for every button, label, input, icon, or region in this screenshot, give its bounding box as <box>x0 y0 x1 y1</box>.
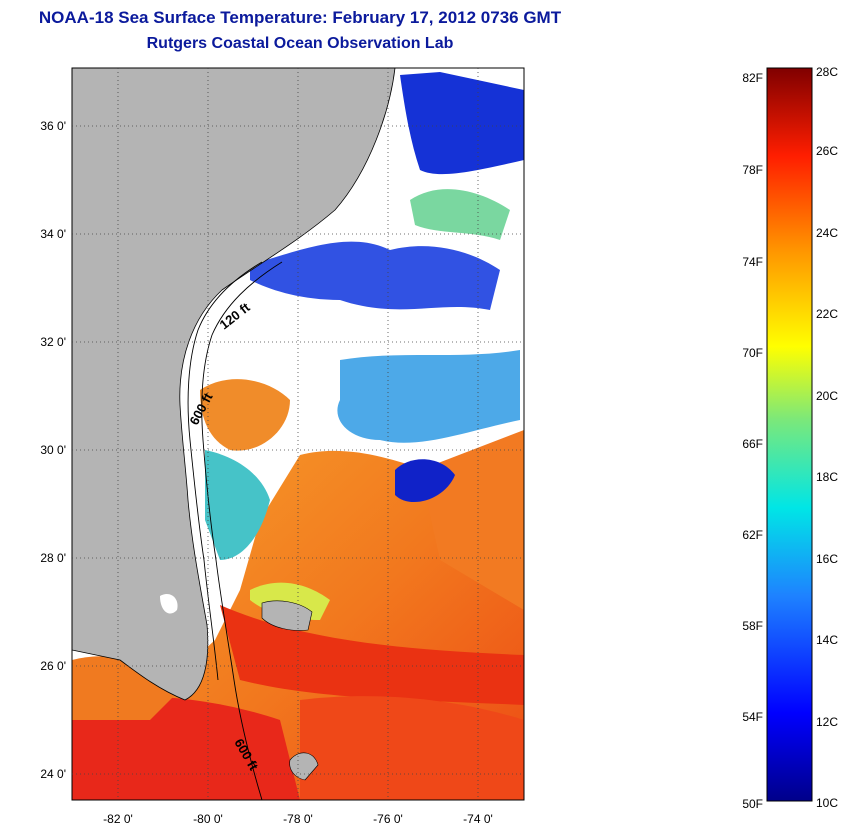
colorbar-f-label: 74F <box>742 255 763 269</box>
contour-600ft <box>201 261 283 800</box>
colorbar-c-label: 26C <box>816 144 838 158</box>
lon-tick-label: -76 0' <box>373 812 403 826</box>
colorbar-c-label: 16C <box>816 552 838 566</box>
celsius-labels: 28C 26C 24C 22C 20C 18C 16C 14C 12C 10C <box>816 65 838 810</box>
colorbar-f-label: 66F <box>742 437 763 451</box>
colorbar-c-label: 10C <box>816 796 838 810</box>
cool-front-north <box>250 241 500 310</box>
map-subtitle: Rutgers Coastal Ocean Observation Lab <box>146 35 454 52</box>
lat-tick-label: 28 0' <box>40 551 66 565</box>
lon-tick-label: -78 0' <box>283 812 313 826</box>
colorbar-c-label: 18C <box>816 470 838 484</box>
south-red-water <box>300 696 524 800</box>
cold-eddy <box>395 459 455 503</box>
colorbar-c-label: 20C <box>816 389 838 403</box>
andros-island <box>261 600 313 631</box>
land-mass <box>72 68 396 701</box>
mixed-shelf-water <box>200 379 290 451</box>
contour-120ft <box>187 261 263 681</box>
lat-tick-label: 30 0' <box>40 443 66 457</box>
color-bar-scale <box>766 67 813 802</box>
graticule <box>72 68 524 800</box>
lon-tick-label: -82 0' <box>103 812 133 826</box>
colorbar-f-label: 78F <box>742 163 763 177</box>
cool-front-green <box>410 189 510 240</box>
fahrenheit-labels: 82F 78F 74F 70F 66F 62F 58F 54F 50F <box>742 71 763 811</box>
lat-tick-label: 36 0' <box>40 119 66 133</box>
colorbar-f-label: 70F <box>742 346 763 360</box>
colorbar-c-label: 24C <box>816 226 838 240</box>
cool-shelf-strip <box>205 450 270 560</box>
sst-map: 120 ft 600 ft 600 ft 36 0' 34 0' 32 0' 3… <box>40 67 525 826</box>
lon-tick-label: -74 0' <box>463 812 493 826</box>
bahamas-island <box>289 752 319 781</box>
cold-north-water <box>400 72 524 175</box>
colorbar-f-label: 50F <box>742 797 763 811</box>
lat-tick-label: 24 0' <box>40 767 66 781</box>
colorbar-f-label: 58F <box>742 619 763 633</box>
colorbar-f-label: 62F <box>742 528 763 542</box>
lat-tick-label: 26 0' <box>40 659 66 673</box>
latitude-axis: 36 0' 34 0' 32 0' 30 0' 28 0' 26 0' 24 0… <box>40 119 66 781</box>
colorbar-c-label: 14C <box>816 633 838 647</box>
colorbar-c-label: 28C <box>816 65 838 79</box>
lon-tick-label: -80 0' <box>193 812 223 826</box>
lat-tick-label: 32 0' <box>40 335 66 349</box>
color-bar: 82F 78F 74F 70F 66F 62F 58F 54F 50F 28C … <box>742 65 838 811</box>
longitude-axis: -82 0' -80 0' -78 0' -76 0' -74 0' <box>103 812 493 826</box>
colorbar-c-label: 22C <box>816 307 838 321</box>
map-title: NOAA-18 Sea Surface Temperature: Februar… <box>38 8 562 27</box>
lat-tick-label: 34 0' <box>40 227 66 241</box>
cool-front-east <box>337 350 520 443</box>
colorbar-c-label: 12C <box>816 715 838 729</box>
colorbar-f-label: 54F <box>742 710 763 724</box>
lake-okeechobee <box>160 593 178 614</box>
colorbar-f-label: 82F <box>742 71 763 85</box>
